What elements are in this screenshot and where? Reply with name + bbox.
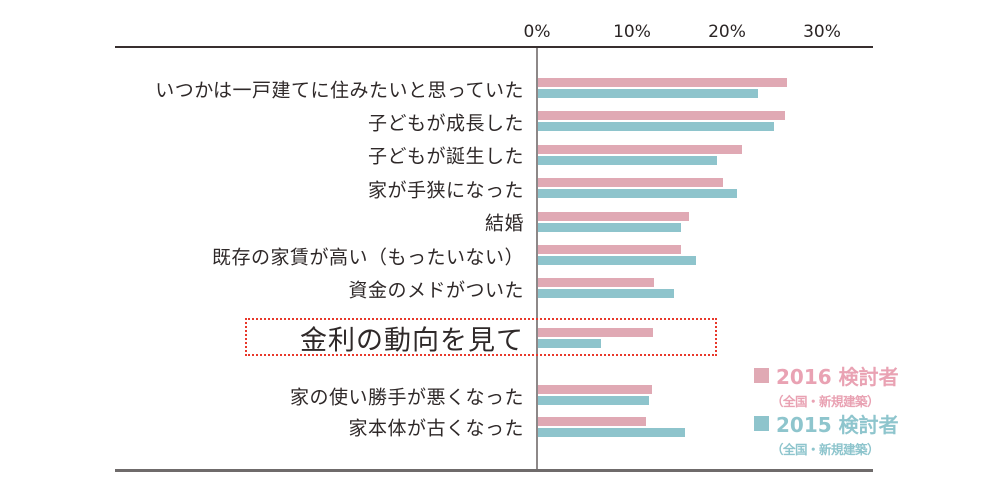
bar-2015 xyxy=(538,189,737,199)
category-label: 家本体が古くなった xyxy=(348,417,524,440)
bar-2016 xyxy=(538,278,654,288)
x-tick-label: 20% xyxy=(708,22,746,42)
bar-2016 xyxy=(538,111,785,121)
bar-2016 xyxy=(538,416,647,426)
bar-2016 xyxy=(538,144,743,154)
bar-2016 xyxy=(538,245,682,254)
category-label: 家が手狭になった xyxy=(367,179,524,202)
bar-2015 xyxy=(538,427,686,437)
legend-swatch-2016-icon xyxy=(754,368,769,383)
bar-2016 xyxy=(538,328,653,338)
bar-2016 xyxy=(538,178,724,188)
legend-sub-2015: （全国・新規建築） xyxy=(771,442,880,457)
legend-main-2015: 2015 検討者 xyxy=(754,409,899,438)
bar-2015 xyxy=(538,122,774,132)
axis-top-line xyxy=(115,46,873,48)
bar-2015 xyxy=(538,289,674,299)
bar-2015 xyxy=(538,256,696,265)
category-label: 子どもが誕生した xyxy=(367,145,524,168)
category-label: 家の使い勝手が悪くなった xyxy=(289,386,524,409)
legend-label-2016: 2016 検討者 xyxy=(776,365,899,389)
category-label: 既存の家賃が高い（もったいない） xyxy=(211,246,524,268)
legend-label-2015: 2015 検討者 xyxy=(776,413,899,437)
x-tick-label: 30% xyxy=(803,22,841,42)
x-tick-label: 0% xyxy=(523,22,551,42)
category-label-highlighted: 金利の動向を見て xyxy=(300,325,524,357)
bar-2015 xyxy=(538,89,759,98)
category-label: 子どもが成長した xyxy=(367,112,524,135)
legend-item-2015: 2015 検討者 （全国・新規建築） xyxy=(754,409,899,458)
bar-2016 xyxy=(538,211,690,221)
legend-main-2016: 2016 検討者 xyxy=(754,361,899,390)
legend-item-2016: 2016 検討者 （全国・新規建築） xyxy=(754,361,899,410)
highlight-box xyxy=(245,318,717,356)
category-label: いつかは一戸建てに住みたいと思っていた xyxy=(155,79,524,101)
axis-bottom-line xyxy=(115,469,873,472)
bar-2015 xyxy=(538,396,650,406)
bar-2015 xyxy=(538,222,682,232)
bar-2015 xyxy=(538,339,601,349)
x-tick-label: 10% xyxy=(613,22,651,42)
axis-zero-line xyxy=(536,48,538,469)
category-label: 資金のメドがついた xyxy=(348,279,524,302)
bar-2015 xyxy=(538,155,717,165)
bar-2016 xyxy=(538,78,787,87)
legend-sub-2016: （全国・新規建築） xyxy=(771,394,880,409)
category-label: 結婚 xyxy=(484,212,524,235)
legend-swatch-2015-icon xyxy=(754,416,769,431)
bar-2016 xyxy=(538,385,652,395)
